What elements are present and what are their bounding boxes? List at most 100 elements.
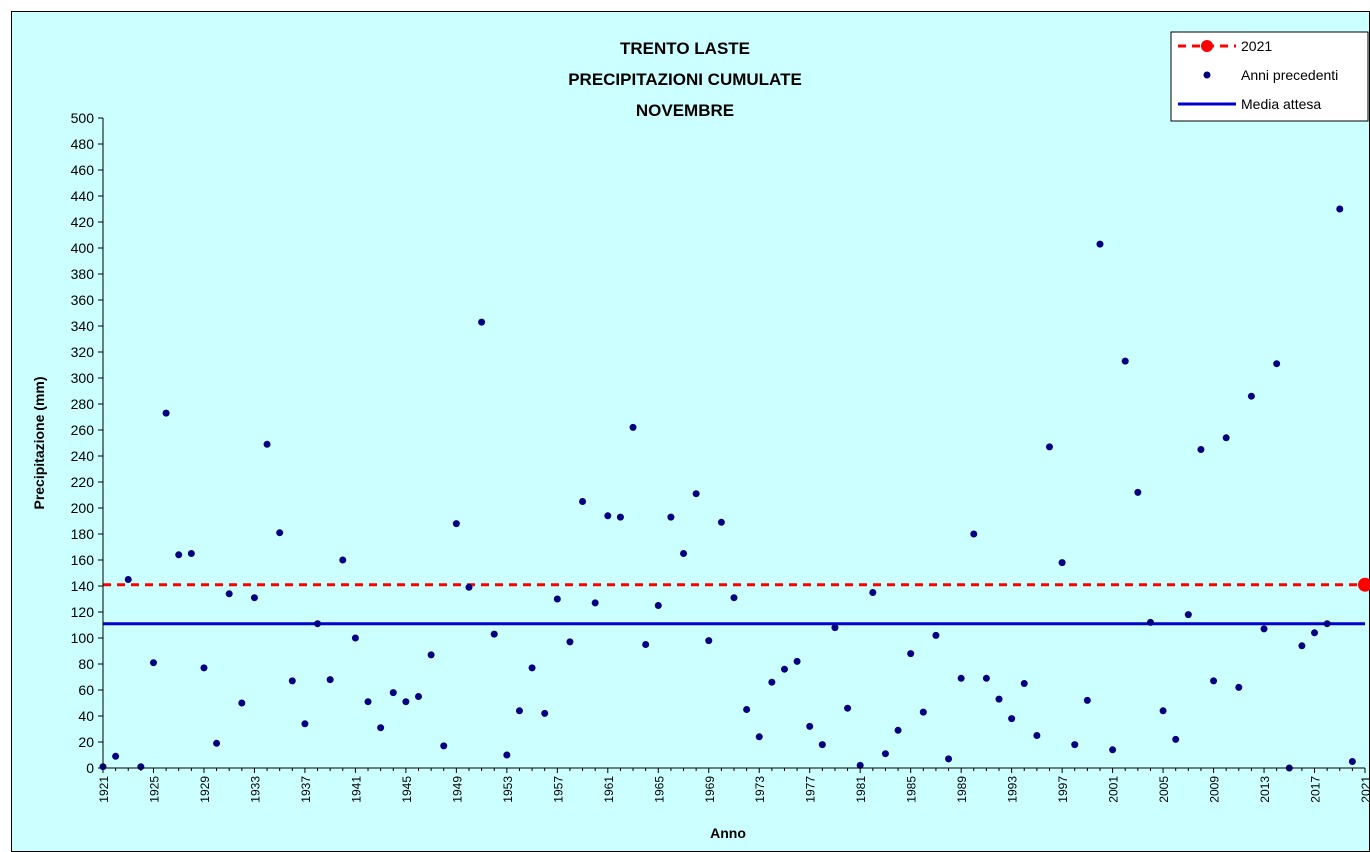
x-tick-label: 1977 — [804, 776, 818, 803]
x-tick-label: 2021 — [1359, 776, 1370, 803]
data-point — [137, 763, 145, 771]
y-axis-ticks: 0 20 40 60 80 100 120 140 160 180 200 220 240 260 280 3… — [71, 110, 103, 776]
data-point — [1260, 625, 1268, 633]
data-point — [225, 590, 233, 598]
chart-title-line-1: TRENTO LASTE — [620, 39, 750, 58]
data-point — [1197, 446, 1205, 453]
data-point — [579, 498, 587, 505]
data-point — [377, 724, 385, 732]
data-point — [806, 722, 814, 730]
data-point — [541, 709, 549, 717]
data-point — [364, 698, 372, 706]
x-tick-label: 1929 — [198, 776, 212, 803]
data-point — [1348, 758, 1356, 765]
y-tick-label: 140 — [71, 578, 95, 594]
x-tick-label: 2017 — [1309, 776, 1323, 803]
y-tick-label: 220 — [71, 474, 95, 490]
y-tick-label: 320 — [71, 344, 95, 360]
x-tick-label: 1997 — [1056, 776, 1070, 803]
y-tick-label: 300 — [71, 370, 95, 386]
x-tick-label: 1961 — [602, 776, 616, 803]
data-point — [1109, 746, 1117, 754]
data-point — [1071, 741, 1079, 749]
y-tick-label: 80 — [78, 656, 94, 672]
x-tick-label: 1969 — [703, 776, 717, 803]
data-point — [351, 634, 359, 642]
data-point — [705, 637, 713, 645]
current-year-marker — [1358, 577, 1370, 592]
data-point — [1159, 707, 1167, 715]
data-point — [856, 761, 864, 769]
x-tick-label: 1953 — [501, 776, 515, 803]
data-point — [919, 708, 927, 716]
data-point — [793, 657, 801, 665]
data-point — [616, 513, 624, 521]
data-point — [389, 689, 397, 697]
data-point — [175, 551, 183, 559]
data-point — [301, 720, 309, 728]
data-point — [881, 750, 889, 758]
data-point — [452, 520, 460, 528]
y-tick-label: 100 — [71, 630, 95, 646]
data-point — [654, 602, 662, 609]
x-tick-label: 1949 — [450, 776, 464, 803]
y-tick-label: 340 — [71, 318, 95, 334]
legend-previous-label: Anni precedenti — [1241, 67, 1338, 83]
x-tick-label: 1985 — [905, 776, 919, 803]
y-tick-label: 500 — [71, 110, 95, 126]
data-point — [427, 651, 435, 659]
data-point — [124, 576, 132, 583]
x-tick-label: 2001 — [1107, 776, 1121, 803]
y-tick-label: 180 — [71, 526, 95, 542]
x-tick-label: 1937 — [299, 776, 313, 803]
x-tick-label: 1989 — [955, 776, 969, 803]
data-point — [629, 423, 637, 431]
y-tick-label: 400 — [71, 240, 95, 256]
data-points — [99, 205, 1356, 772]
y-tick-label: 200 — [71, 500, 95, 516]
data-point — [314, 620, 322, 628]
x-tick-label: 1965 — [652, 776, 666, 803]
data-point — [743, 706, 751, 713]
data-point — [402, 698, 410, 706]
data-point — [970, 530, 978, 538]
data-point — [995, 695, 1003, 703]
data-point — [566, 638, 574, 646]
data-point — [1184, 611, 1192, 619]
data-point — [768, 678, 776, 686]
data-point — [869, 589, 877, 596]
data-point — [780, 665, 788, 673]
data-point — [591, 599, 599, 607]
data-point — [1235, 683, 1243, 691]
legend: 2021 Anni precedenti Media attesa — [1170, 31, 1369, 122]
x-axis-label: Anno — [710, 825, 746, 841]
data-point — [515, 707, 523, 715]
data-point — [1273, 360, 1281, 368]
data-point — [528, 664, 536, 672]
data-point — [1121, 357, 1129, 365]
data-point — [440, 742, 448, 750]
data-point — [162, 409, 170, 417]
y-tick-label: 380 — [71, 266, 95, 282]
data-point — [465, 583, 473, 591]
x-tick-label: 2005 — [1157, 776, 1171, 803]
data-point — [250, 594, 258, 602]
legend-current-marker — [1201, 40, 1213, 52]
data-point — [1008, 715, 1016, 723]
data-point — [1247, 392, 1255, 400]
x-tick-label: 1921 — [97, 776, 111, 803]
data-point — [680, 550, 688, 557]
y-tick-label: 120 — [71, 604, 95, 620]
data-point — [339, 556, 347, 564]
y-tick-label: 360 — [71, 292, 95, 308]
y-axis-label: Precipitazione (mm) — [31, 376, 47, 509]
y-tick-label: 480 — [71, 136, 95, 152]
y-tick-label: 440 — [71, 188, 95, 204]
x-tick-label: 2009 — [1208, 776, 1222, 803]
data-point — [503, 751, 511, 759]
data-point — [263, 440, 271, 448]
x-tick-label: 1973 — [753, 776, 767, 803]
data-point — [276, 529, 284, 537]
data-point — [238, 699, 246, 707]
